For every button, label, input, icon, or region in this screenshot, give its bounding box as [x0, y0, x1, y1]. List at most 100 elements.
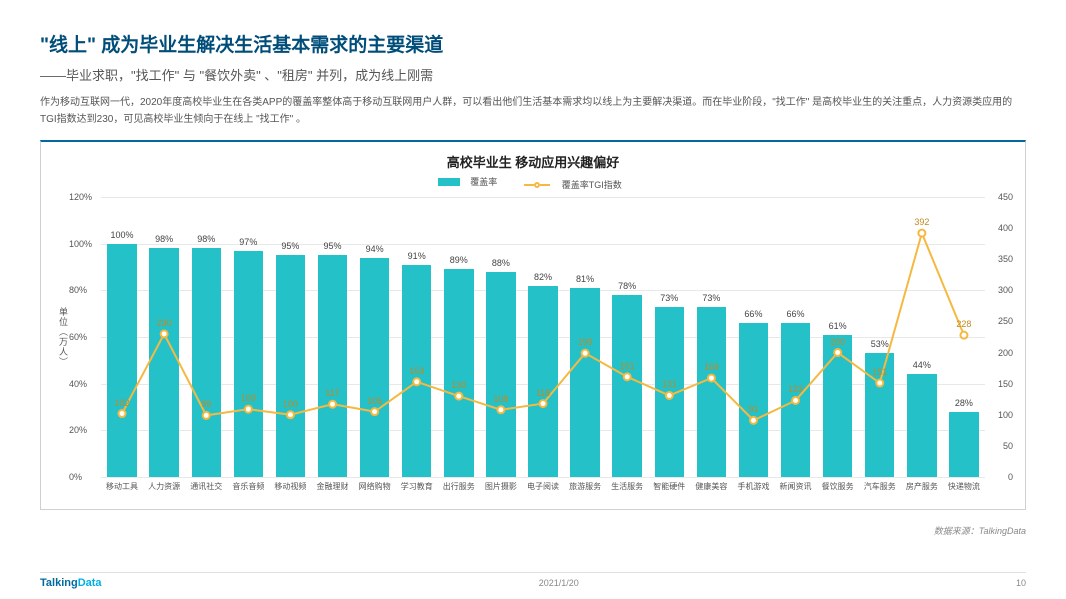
x-axis-label: 智能硬件 [648, 481, 690, 492]
bar-column: 82% [522, 197, 564, 477]
tgi-value-label: 117 [325, 388, 339, 398]
tgi-value-label: 161 [620, 361, 635, 371]
bar: 66% [781, 323, 810, 477]
y-tick-left: 20% [69, 425, 87, 435]
page-footer: TalkingData 2021/1/20 10 [40, 572, 1026, 589]
body-paragraph: 作为移动互联网一代，2020年度高校毕业生在各类APP的覆盖率整体高于移动互联网… [40, 94, 1026, 128]
tgi-value-label: 102 [115, 398, 130, 408]
tgi-value-label: 100 [283, 399, 298, 409]
x-axis-label: 快递物流 [943, 481, 985, 492]
tgi-value-label: 159 [704, 362, 719, 372]
bar: 95% [318, 255, 347, 477]
x-axis-labels: 移动工具人力资源通讯社交音乐音频移动视频金融理财网络购物学习教育出行服务图片摄影… [101, 481, 985, 492]
bar: 97% [234, 251, 263, 477]
bar: 98% [192, 248, 221, 477]
bar-value-label: 95% [323, 241, 341, 251]
bar: 100% [107, 244, 136, 477]
y-tick-right: 150 [998, 379, 1013, 389]
chart-container: 高校毕业生 移动应用兴趣偏好 覆盖率 覆盖率TGI指数 单位（万人） 0%20%… [40, 140, 1026, 510]
x-axis-label: 学习教育 [396, 481, 438, 492]
bar-value-label: 82% [534, 272, 552, 282]
x-axis-label: 电子阅读 [522, 481, 564, 492]
tgi-value-label: 151 [872, 367, 887, 377]
bar: 81% [570, 288, 599, 477]
tgi-value-label: 130 [451, 380, 466, 390]
page-subtitle: ——毕业求职，"找工作" 与 "餐饮外卖" 、"租房" 并列，成为线上刚需 [40, 65, 1026, 84]
bar: 82% [528, 286, 557, 477]
bar-value-label: 44% [913, 360, 931, 370]
bar: 61% [823, 335, 852, 477]
bar-value-label: 73% [660, 293, 678, 303]
y-tick-left: 120% [69, 192, 92, 202]
bar-column: 97% [227, 197, 269, 477]
bar-column: 94% [354, 197, 396, 477]
bar-column: 73% [648, 197, 690, 477]
bar: 28% [949, 412, 978, 477]
bar: 73% [655, 307, 684, 477]
tgi-value-label: 99 [201, 399, 211, 409]
bar-value-label: 98% [197, 234, 215, 244]
legend-bar-swatch [438, 178, 460, 186]
bar-value-label: 73% [702, 293, 720, 303]
bar: 88% [486, 272, 515, 477]
bar-column: 44% [901, 197, 943, 477]
bar-column: 95% [269, 197, 311, 477]
bar-value-label: 88% [492, 258, 510, 268]
x-axis-label: 餐饮服务 [817, 481, 859, 492]
tgi-value-label: 108 [493, 394, 508, 404]
y-tick-right: 100 [998, 410, 1013, 420]
data-source: 数据来源：TalkingData [0, 524, 1026, 537]
bar-column: 98% [185, 197, 227, 477]
x-axis-label: 音乐音频 [227, 481, 269, 492]
y-tick-right: 50 [1003, 441, 1013, 451]
bar-column: 66% [775, 197, 817, 477]
bar-column: 100% [101, 197, 143, 477]
x-axis-label: 图片摄影 [480, 481, 522, 492]
bar-value-label: 91% [408, 251, 426, 261]
legend-line-label: 覆盖率TGI指数 [562, 178, 622, 191]
tgi-value-label: 230 [157, 318, 172, 328]
page-title: "线上" 成为毕业生解决生活基本需求的主要渠道 [40, 30, 1026, 57]
bar-value-label: 100% [111, 230, 134, 240]
bar: 44% [907, 374, 936, 477]
bar: 78% [612, 295, 641, 477]
x-axis-label: 移动工具 [101, 481, 143, 492]
chart-title: 高校毕业生 移动应用兴趣偏好 [51, 152, 1015, 171]
chart-legend: 覆盖率 覆盖率TGI指数 [51, 175, 1015, 191]
bar-column: 95% [311, 197, 353, 477]
bar: 98% [149, 248, 178, 477]
y-tick-left: 100% [69, 239, 92, 249]
bar: 66% [739, 323, 768, 477]
tgi-value-label: 105 [367, 396, 382, 406]
tgi-value-label: 91 [748, 404, 758, 414]
tgi-value-label: 118 [536, 388, 550, 398]
y-tick-right: 450 [998, 192, 1013, 202]
tgi-value-label: 123 [788, 384, 803, 394]
x-axis-label: 汽车服务 [859, 481, 901, 492]
footer-page-number: 10 [1016, 578, 1026, 588]
y-tick-left: 0% [69, 472, 82, 482]
bar-value-label: 53% [871, 339, 889, 349]
tgi-value-label: 131 [662, 379, 677, 389]
footer-date: 2021/1/20 [539, 578, 579, 588]
bar-value-label: 97% [239, 237, 257, 247]
bar: 94% [360, 258, 389, 477]
x-axis-label: 通讯社交 [185, 481, 227, 492]
legend-bar-label: 覆盖率 [470, 175, 497, 188]
y-tick-left: 80% [69, 285, 87, 295]
bar-column: 53% [859, 197, 901, 477]
bar-column: 73% [690, 197, 732, 477]
bar-value-label: 81% [576, 274, 594, 284]
x-axis-label: 健康美容 [690, 481, 732, 492]
y-tick-right: 200 [998, 348, 1013, 358]
tgi-value-label: 109 [241, 393, 256, 403]
x-axis-label: 移动视频 [269, 481, 311, 492]
bar-column: 28% [943, 197, 985, 477]
x-axis-label: 网络购物 [354, 481, 396, 492]
logo: TalkingData [40, 577, 102, 589]
plot-area: 单位（万人） 0%20%40%60%80%100%120%05010015020… [101, 197, 985, 477]
bar-column: 78% [606, 197, 648, 477]
bar: 73% [697, 307, 726, 477]
y-tick-right: 0 [1008, 472, 1013, 482]
y-tick-right: 300 [998, 285, 1013, 295]
